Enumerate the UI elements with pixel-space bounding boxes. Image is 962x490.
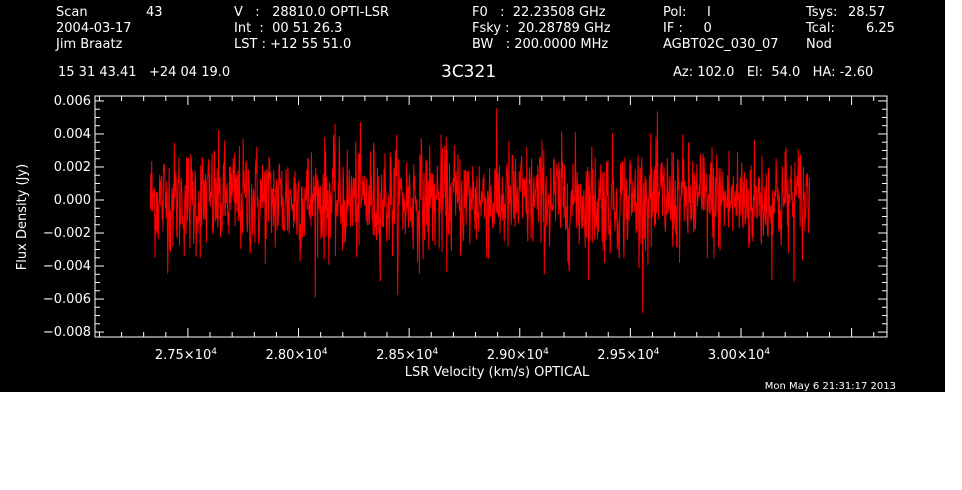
project-id: AGBT02C_030_07 [663,37,779,52]
source-coordinates: 15 31 43.41 +24 04 19.0 [58,65,231,80]
spectrum-trace-layer [149,108,811,313]
spectrum-plot-panel: Scan 43 V : 28810.0 OPTI-LSR F0 : 22.235… [0,0,945,392]
lst-line: LST : +12 55 51.0 [234,37,352,52]
integration-line: Int : 00 51 26.3 [234,21,343,36]
spectrum-series [149,108,811,313]
x-tick-label: 2.80×104 [265,347,327,363]
fsky-line: Fsky : 20.28789 GHz [472,21,611,36]
y-tick-label: 0.004 [54,127,91,142]
x-axis-label: LSR Velocity (km/s) OPTICAL [405,365,590,380]
observation-date: 2004-03-17 [56,21,132,36]
x-ticks-layer: 2.75×104 2.80×104 2.85×104 2.90×104 2.95×104… [98,96,875,363]
scan-label: Scan [56,5,88,20]
observing-mode: Nod [806,37,832,52]
y-tick-label: 0.006 [54,94,91,109]
x-tick-label: 2.95×104 [597,347,659,363]
y-tick-label: 0.002 [54,160,91,175]
scan-value: 43 [146,5,163,20]
y-ticks-layer: 0.006 0.004 0.002 0.000 −0.002 −0.004 −0.006 −0… [43,94,887,340]
source-name: 3C321 [441,62,497,82]
x-tick-label: 2.85×104 [376,347,438,363]
y-axis-label: Flux Density (Jy) [15,164,30,270]
tcal-value: 6.25 [866,21,895,36]
spectrum-chart: 2.75×104 2.80×104 2.85×104 2.90×104 2.95×104… [15,94,896,392]
velocity-line: V : 28810.0 OPTI-LSR [234,5,390,20]
x-tick-label: 2.90×104 [487,347,549,363]
observer-name: Jim Braatz [56,37,123,52]
y-tick-label: −0.008 [43,325,91,340]
if-line: IF : 0 [663,21,712,36]
tsys-label: Tsys: [806,5,838,20]
y-tick-label: −0.002 [43,226,91,241]
plot-timestamp: Mon May 6 21:31:17 2013 [765,381,896,392]
tsys-value: 28.57 [848,5,886,20]
x-tick-label: 2.75×104 [155,347,217,363]
bandwidth-line: BW : 200.0000 MHz [472,37,609,52]
y-tick-label: 0.000 [54,193,91,208]
tcal-label: Tcal: [806,21,835,36]
az-el-ha: Az: 102.0 El: 54.0 HA: -2.60 [673,65,874,80]
y-tick-label: −0.004 [43,259,91,274]
pol-line: Pol: I [663,5,711,20]
f0-line: F0 : 22.23508 GHz [472,5,606,20]
x-tick-label: 3.00×104 [708,347,770,363]
y-tick-label: −0.006 [43,292,91,307]
